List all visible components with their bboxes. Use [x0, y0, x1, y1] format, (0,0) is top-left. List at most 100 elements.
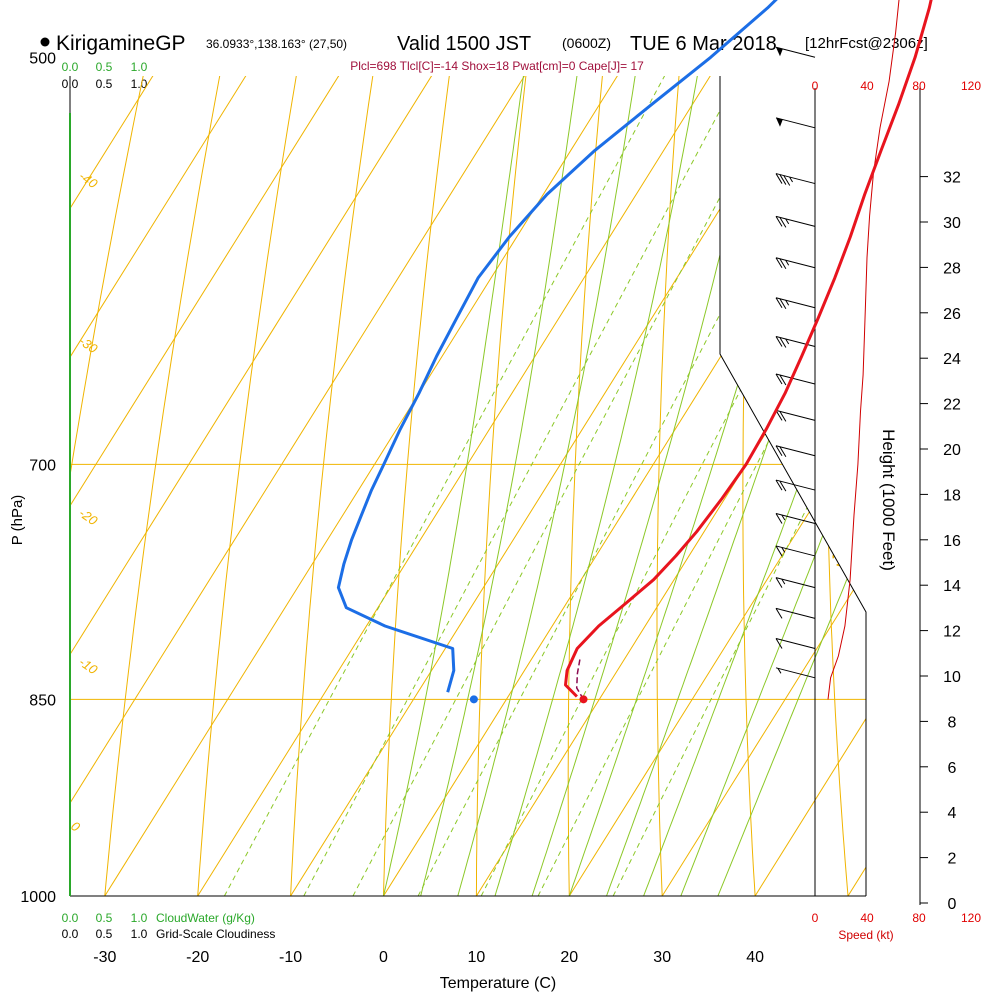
wind-barb	[775, 257, 816, 270]
moist-adiabat-line	[531, 76, 866, 896]
wind-barb	[775, 637, 816, 649]
height-tick-label: 32	[943, 170, 961, 187]
height-tick-label: 28	[943, 260, 961, 277]
wind-barb	[775, 445, 816, 458]
temperature-label: -10	[279, 949, 302, 966]
moist-adiabat-line	[457, 76, 781, 896]
wind-barb-flag	[779, 374, 787, 386]
height-tick-label: 22	[943, 397, 961, 414]
height-tick-label: 30	[943, 215, 961, 232]
mixing-ratio-line	[223, 76, 822, 896]
x-axis-title: Temperature (C)	[440, 975, 556, 992]
temperature-label: -30	[93, 949, 116, 966]
wind-barb	[775, 512, 816, 524]
wind-barb-flag	[775, 410, 783, 421]
speed-tick-bottom: 80	[912, 911, 926, 925]
wind-barb-pennant	[776, 47, 783, 57]
speed-tick-bottom: 0	[812, 911, 819, 925]
wind-barb-flag	[775, 479, 783, 491]
moist-adiabat-line	[383, 76, 680, 896]
wind-barb-flag	[775, 216, 783, 227]
cloud-water-label: CloudWater (g/Kg)	[156, 911, 255, 925]
speed-tick-bottom: 40	[860, 911, 874, 925]
wind-barb-flag	[775, 336, 783, 347]
temperature-profile-line	[564, 0, 933, 698]
height-tick-label: 12	[943, 624, 961, 641]
temperature-tick-labels: -30 -20 -10 0 10 20 30 40	[93, 949, 764, 966]
valid-zulu: (0600Z)	[562, 35, 611, 51]
wind-barb-flag	[779, 298, 787, 310]
wind-barb-shaft	[775, 173, 816, 185]
wind-barb	[775, 667, 816, 679]
cloud-tick-top-green-2: 1.0	[131, 60, 148, 74]
wind-barb-shaft	[775, 117, 816, 129]
wind-barb-flag	[775, 577, 783, 588]
wind-barb-shaft	[775, 445, 816, 457]
wind-barb-half-flag	[785, 338, 790, 345]
wind-barb-flag	[779, 174, 787, 185]
cloud-tick-bottom-black-2: 1.0	[131, 927, 148, 941]
height-tick-label: 18	[943, 487, 961, 504]
height-tick-label: 26	[943, 306, 961, 323]
wind-barb-flag	[779, 217, 787, 228]
isotherm-line	[70, 76, 866, 896]
wind-barb-flag	[775, 608, 783, 619]
moist-adiabat-line	[494, 76, 843, 896]
speed-tick-top: 0	[812, 79, 819, 93]
dry-adiabat-line	[381, 76, 614, 896]
height-axis-title: Height (1000 Feet)	[879, 429, 898, 571]
wind-barb-shaft	[775, 257, 816, 269]
height-tick-label: 10	[943, 669, 961, 686]
wind-barb	[775, 215, 816, 228]
dry-adiabat-line	[656, 76, 799, 896]
y-axis-title: P (hPa)	[9, 495, 26, 546]
wind-barb-flag	[775, 545, 783, 557]
wind-barb	[775, 173, 816, 186]
dry-adiabat-line	[567, 76, 738, 896]
wind-barb-flag	[775, 257, 783, 269]
wind-barbs	[775, 46, 816, 679]
wind-barb	[775, 336, 816, 348]
isotherm-line	[475, 76, 866, 896]
plot-right-boundary	[719, 76, 867, 896]
cloud-tick-bottom-black-1: 0.5	[96, 927, 113, 941]
cloud-tick-top-black-1: 0.5	[96, 77, 113, 91]
wind-barb-shaft	[775, 297, 816, 309]
indices-text: Plcl=698 Tlcl[C]=-14 Shox=18 Pwat[cm]=0 …	[350, 59, 644, 73]
wind-barb	[775, 297, 816, 310]
mixing-ratio-line	[303, 76, 866, 896]
moist-adiabat-line	[717, 76, 866, 896]
height-tick-label: 4	[948, 805, 957, 822]
wind-barb-flag	[775, 373, 783, 385]
wind-barb-flag	[779, 480, 787, 492]
wind-barb	[775, 545, 816, 557]
moist-adiabat-line	[680, 76, 866, 896]
wind-barb-flag	[775, 638, 783, 649]
isotherm-line	[70, 76, 866, 896]
wind-barb-half-flag	[781, 514, 786, 521]
wind-barb-flag	[775, 297, 783, 309]
wind-barb-half-flag	[781, 547, 786, 553]
station-marker-icon	[40, 37, 50, 47]
wind-barb-shaft	[775, 607, 816, 619]
mixing-ratio-line	[352, 76, 866, 896]
height-tick-label: 16	[943, 533, 961, 550]
dry-adiabat-line	[475, 76, 676, 896]
isotherm-line	[383, 76, 866, 896]
wind-barb-half-flag	[789, 176, 793, 183]
moist-adiabat-line	[420, 76, 727, 896]
isotherm-line	[104, 76, 866, 896]
speed-tick-top: 40	[860, 79, 874, 93]
parcel-trace-line	[575, 658, 585, 700]
wind-barb-pennant	[776, 117, 783, 127]
wind-barb-shaft	[775, 46, 816, 58]
station-name: KirigamineGP	[56, 32, 186, 55]
mixing-ratio-line	[417, 76, 866, 896]
wind-barb	[775, 117, 816, 129]
cloud-tick-top-green-0: 0.0	[62, 60, 79, 74]
height-tick-label: 6	[948, 760, 957, 777]
speed-tick-top: 80	[912, 79, 926, 93]
